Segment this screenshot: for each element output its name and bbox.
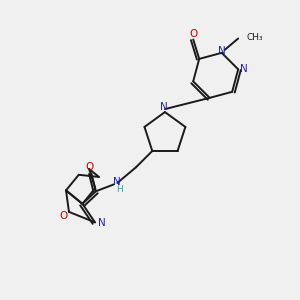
- Text: O: O: [59, 212, 67, 221]
- Text: N: N: [160, 102, 168, 112]
- Text: N: N: [112, 177, 120, 187]
- Text: O: O: [189, 29, 197, 39]
- Text: N: N: [98, 218, 105, 228]
- Text: N: N: [218, 46, 226, 56]
- Text: N: N: [240, 64, 248, 74]
- Text: O: O: [86, 162, 94, 172]
- Text: H: H: [116, 185, 122, 194]
- Text: CH₃: CH₃: [247, 32, 263, 41]
